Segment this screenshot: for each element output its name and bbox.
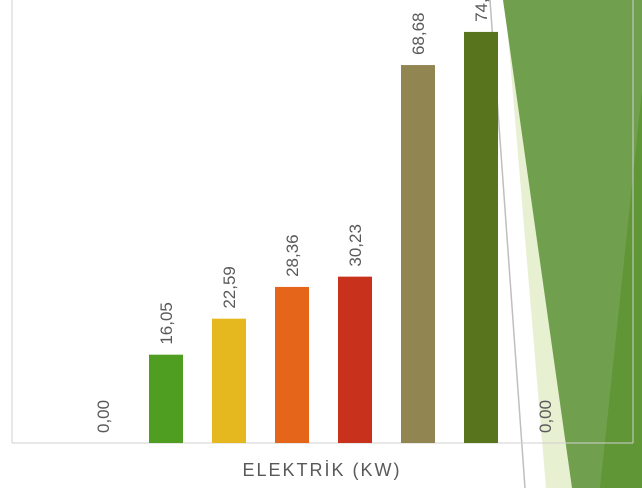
bar bbox=[212, 318, 246, 443]
data-label: 74,70 bbox=[472, 0, 491, 22]
x-axis-label: ELEKTRİK (KW) bbox=[242, 460, 401, 480]
green-triangle bbox=[503, 0, 642, 488]
data-label: 68,68 bbox=[409, 12, 428, 55]
bar bbox=[338, 276, 372, 443]
data-label: 16,05 bbox=[157, 302, 176, 345]
data-label: 30,23 bbox=[346, 224, 365, 267]
decoration bbox=[489, 0, 642, 488]
bar bbox=[149, 354, 183, 443]
bar bbox=[464, 31, 498, 444]
bar bbox=[275, 286, 309, 443]
data-label: 0,00 bbox=[94, 400, 113, 433]
data-label: 22,59 bbox=[220, 266, 239, 309]
data-label: 28,36 bbox=[283, 234, 302, 277]
dark-triangle bbox=[600, 90, 642, 488]
bar bbox=[401, 65, 435, 444]
data-label: 0,00 bbox=[536, 400, 555, 433]
